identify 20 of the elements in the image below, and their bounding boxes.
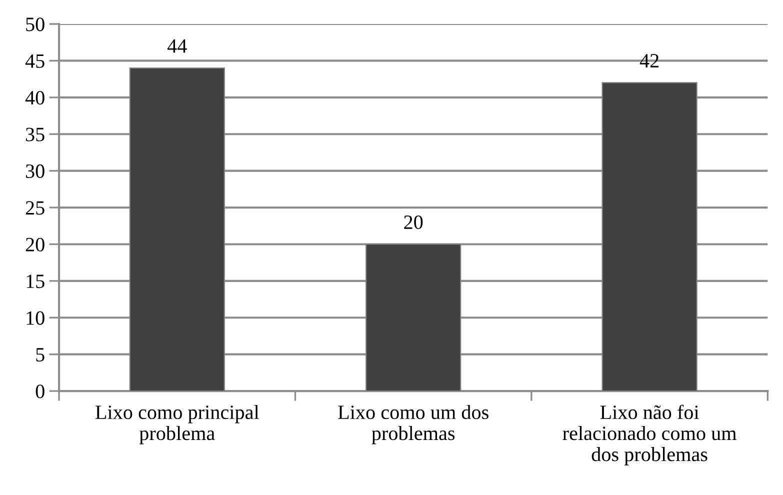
data-label: 20 (404, 215, 423, 230)
y-tick-label: 0 (36, 384, 44, 398)
data-label: 42 (640, 54, 659, 68)
y-tick-label: 25 (26, 201, 44, 215)
bar (366, 244, 462, 392)
y-tick-label: 45 (25, 54, 44, 68)
y-tick-label: 50 (26, 18, 44, 32)
y-tick-label: 35 (26, 128, 44, 142)
x-tick-label: Lixo como um dos problemas (338, 404, 488, 444)
y-tick-label: 40 (25, 91, 44, 105)
bar (602, 82, 698, 392)
data-label: 44 (167, 39, 187, 53)
x-tick-label: Lixo não foi relacionado como um dos problemas (562, 404, 736, 466)
y-tick-label: 10 (26, 311, 44, 325)
x-tick-label: Lixo como principal problema (96, 404, 259, 444)
y-tick-label: 30 (26, 164, 44, 178)
y-tick-label: 20 (26, 238, 44, 252)
bar (129, 68, 225, 392)
y-tick-label: 15 (26, 274, 44, 288)
y-tick-label: 5 (36, 348, 44, 362)
